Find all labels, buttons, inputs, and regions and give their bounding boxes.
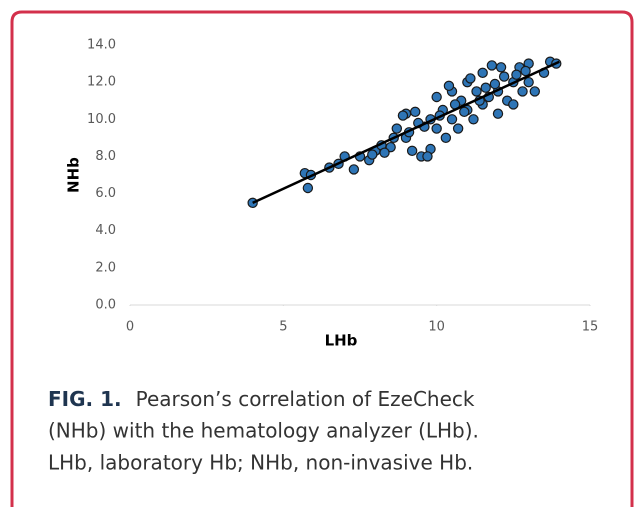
caption-label: FIG. 1.: [48, 387, 122, 411]
point: [523, 76, 534, 88]
x-axis-title: LHb: [325, 332, 358, 350]
x-tick-label: 5: [279, 320, 287, 335]
point: [529, 86, 541, 97]
point: [452, 123, 464, 134]
point: [489, 78, 501, 90]
point: [348, 164, 360, 175]
y-tick-label: 2.0: [95, 260, 116, 275]
point: [443, 80, 455, 92]
point: [495, 62, 507, 73]
point: [391, 123, 402, 134]
y-axis-title: NHb: [65, 157, 83, 193]
caption-text: Pearson’s correlation of EzeCheck: [136, 387, 475, 411]
x-tick-label: 10: [428, 320, 445, 335]
x-tick-label: 0: [126, 320, 134, 335]
y-tick-label: 14.0: [87, 38, 116, 53]
point: [465, 73, 476, 84]
point: [440, 132, 452, 144]
point: [367, 149, 378, 160]
point: [431, 91, 442, 103]
point: [480, 82, 491, 93]
point: [397, 110, 409, 121]
x-tick-label: 15: [582, 320, 599, 335]
point: [379, 147, 390, 158]
point: [477, 67, 488, 79]
point: [508, 99, 519, 110]
point: [498, 71, 510, 82]
caption-line: LHb, laboratory Hb; NHb, non-invasive Hb…: [48, 451, 473, 475]
trendline: [252, 60, 560, 204]
caption-line: FIG. 1. Pearson’s correlation of EzeCheck: [48, 387, 475, 411]
point: [517, 86, 528, 97]
point: [431, 123, 442, 134]
point: [459, 106, 470, 118]
point: [471, 86, 482, 97]
point: [410, 106, 421, 118]
y-tick-label: 12.0: [87, 75, 116, 90]
point: [302, 182, 314, 194]
point: [422, 151, 433, 162]
y-tick-label: 0.0: [95, 298, 116, 313]
point: [468, 114, 479, 125]
y-tick-label: 10.0: [87, 112, 116, 127]
point: [511, 69, 522, 80]
frame: [10, 10, 634, 507]
point: [406, 145, 418, 157]
caption-line: (NHb) with the hematology analyzer (LHb)…: [48, 419, 479, 443]
point: [247, 197, 258, 209]
y-tick-label: 8.0: [95, 149, 116, 164]
point: [446, 114, 458, 125]
point: [520, 65, 531, 77]
point: [492, 108, 504, 119]
y-tick-label: 6.0: [95, 186, 116, 201]
point: [486, 60, 498, 71]
y-tick-label: 4.0: [95, 223, 116, 238]
